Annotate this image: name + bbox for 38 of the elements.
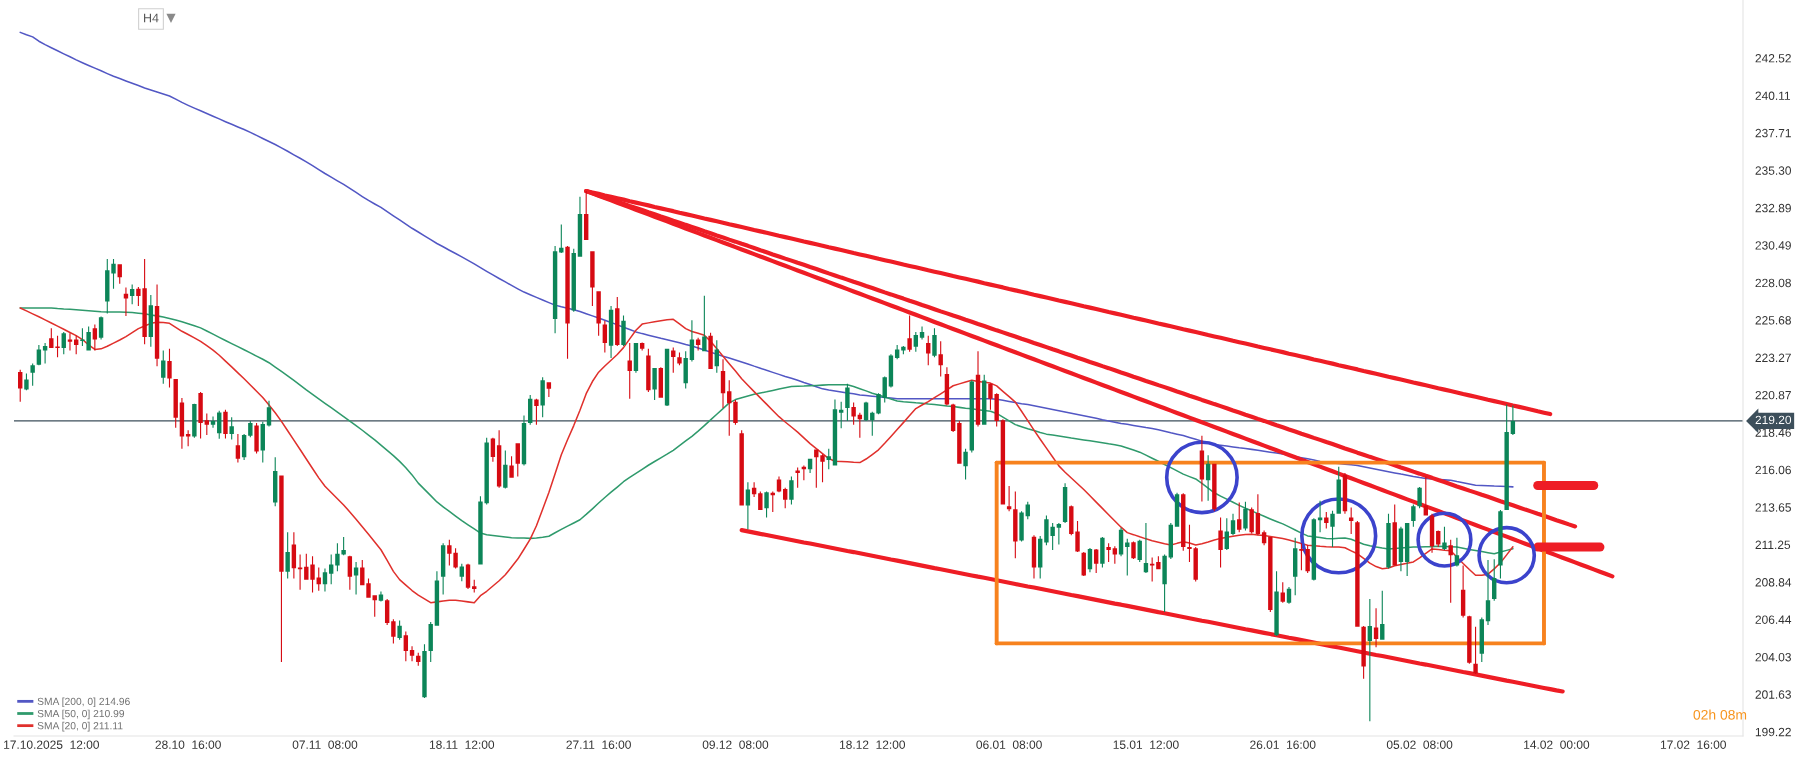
x-tick-label: 28.10 16:00	[155, 740, 221, 749]
y-tick-label: 240.11	[1755, 91, 1791, 100]
y-tick-label: 230.49	[1755, 241, 1791, 250]
y-tick-label: 201.63	[1755, 690, 1791, 699]
text: H4	[144, 13, 159, 23]
y-tick-label: 218.46	[1755, 428, 1791, 437]
x-tick-label: 07.11 08:00	[292, 740, 358, 749]
y-tick-label: 208.84	[1755, 578, 1792, 587]
x-tick-label: 17.02 16:00	[1660, 740, 1726, 749]
y-tick-label: 225.68	[1755, 316, 1791, 325]
y-tick-label: 223.27	[1755, 353, 1791, 363]
x-tick-label: 18.12 12:00	[839, 740, 906, 749]
x-tick-label: 05.02 08:00	[1386, 740, 1453, 749]
x-tick-label: 17.10.2025 12:00	[4, 740, 100, 749]
y-tick-label: 213.65	[1755, 503, 1791, 512]
x-tick-label: 26.01 16:00	[1250, 740, 1316, 749]
y-tick-label: 199.22	[1755, 727, 1791, 737]
y-tick-label: 216.06	[1755, 465, 1791, 475]
y-tick-label: 232.89	[1755, 203, 1791, 213]
y-tick-label: 211.25	[1755, 540, 1791, 550]
x-tick-label: 14.02 00:00	[1524, 740, 1590, 749]
y-tick-label: 235.30	[1755, 166, 1792, 175]
x-tick-label: 27.11 16:00	[566, 740, 631, 749]
legend-label: SMA [50, 0] 210.99	[37, 709, 125, 720]
x-tick-label: 06.01 08:00	[976, 740, 1042, 749]
y-tick-label: 204.03	[1755, 652, 1791, 662]
ref-line-label: 219.20	[1755, 415, 1792, 425]
annotation: 02h 08m	[1693, 709, 1747, 720]
x-tick-label: 18.11 12:00	[429, 740, 495, 749]
y-tick-label: 206.44	[1755, 615, 1792, 624]
y-tick-label: 220.87	[1755, 390, 1791, 400]
y-tick-label: 242.52	[1755, 54, 1791, 63]
legend-label: SMA [20, 0] 211.11	[37, 721, 123, 732]
y-tick-label: 228.08	[1755, 278, 1791, 288]
y-tick-label: 237.71	[1755, 128, 1791, 138]
x-tick-label: 09.12 08:00	[702, 740, 769, 749]
x-tick-label: 15.01 12:00	[1113, 740, 1179, 749]
legend-label: SMA [200, 0] 214.96	[37, 697, 130, 708]
